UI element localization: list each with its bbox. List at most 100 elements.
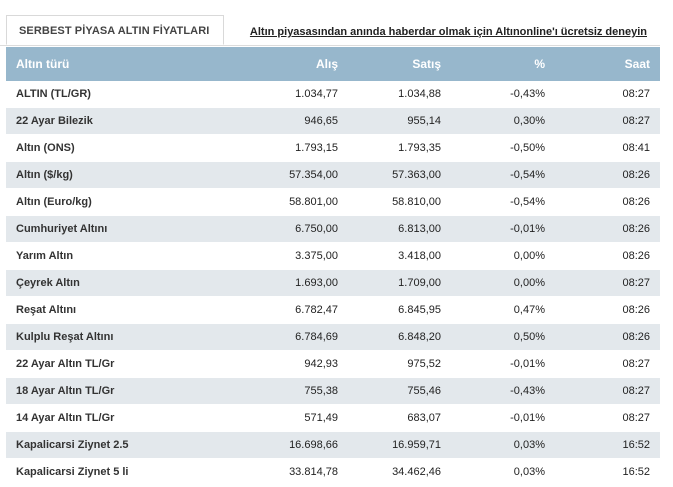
time-cell: 08:26	[555, 296, 660, 324]
gold-type-cell: 22 Ayar Bilezik	[6, 107, 196, 135]
sell-price-cell: 975,52	[348, 350, 451, 378]
percent-change-cell: 0,00%	[451, 242, 555, 270]
table-row: 22 Ayar Altın TL/Gr 942,93 975,52 -0,01%…	[6, 350, 660, 378]
sell-price-cell: 6.845,95	[348, 296, 451, 324]
table-row: 22 Ayar Bilezik 946,65 955,14 0,30% 08:2…	[6, 107, 660, 135]
table-row: 18 Ayar Altın TL/Gr 755,38 755,46 -0,43%…	[6, 377, 660, 405]
table-row: Çeyrek Altın 1.693,00 1.709,00 0,00% 08:…	[6, 269, 660, 297]
gold-type-cell: ALTIN (TL/GR)	[6, 81, 196, 108]
sell-price-cell: 6.848,20	[348, 323, 451, 351]
percent-change-cell: -0,54%	[451, 161, 555, 189]
percent-change-cell: 0,03%	[451, 431, 555, 459]
sell-price-cell: 16.959,71	[348, 431, 451, 459]
column-header-sell: Satış	[348, 47, 451, 81]
table-row: Kapalicarsi Ziynet 2.5 16.698,66 16.959,…	[6, 431, 660, 459]
time-cell: 08:27	[555, 377, 660, 405]
column-header-buy: Alış	[196, 47, 348, 81]
time-cell: 16:52	[555, 431, 660, 459]
sell-price-cell: 683,07	[348, 404, 451, 432]
table-row: ALTIN (TL/GR) 1.034,77 1.034,88 -0,43% 0…	[6, 81, 660, 108]
time-cell: 08:27	[555, 404, 660, 432]
table-row: Reşat Altını 6.782,47 6.845,95 0,47% 08:…	[6, 296, 660, 324]
table-header-row: Altın türü Alış Satış % Saat	[6, 47, 660, 81]
buy-price-cell: 946,65	[196, 107, 348, 135]
column-header-gold-type: Altın türü	[6, 47, 196, 81]
sell-price-cell: 57.363,00	[348, 161, 451, 189]
gold-prices-table: Altın türü Alış Satış % Saat ALTIN (TL/G…	[6, 47, 660, 486]
sell-price-cell: 1.793,35	[348, 134, 451, 162]
column-header-percent-change: %	[451, 47, 555, 81]
buy-price-cell: 3.375,00	[196, 242, 348, 270]
gold-type-cell: Yarım Altın	[6, 242, 196, 270]
percent-change-cell: 0,30%	[451, 107, 555, 135]
table-row: 14 Ayar Altın TL/Gr 571,49 683,07 -0,01%…	[6, 404, 660, 432]
sell-price-cell: 58.810,00	[348, 188, 451, 216]
buy-price-cell: 6.750,00	[196, 215, 348, 243]
percent-change-cell: -0,54%	[451, 188, 555, 216]
buy-price-cell: 1.034,77	[196, 81, 348, 108]
time-cell: 08:27	[555, 269, 660, 297]
table-row: Altın ($/kg) 57.354,00 57.363,00 -0,54% …	[6, 161, 660, 189]
gold-type-cell: Reşat Altını	[6, 296, 196, 324]
sell-price-cell: 1.709,00	[348, 269, 451, 297]
percent-change-cell: -0,01%	[451, 350, 555, 378]
time-cell: 08:27	[555, 107, 660, 135]
sell-price-cell: 34.462,46	[348, 458, 451, 486]
buy-price-cell: 33.814,78	[196, 458, 348, 486]
time-cell: 08:26	[555, 188, 660, 216]
time-cell: 08:26	[555, 215, 660, 243]
sell-price-cell: 755,46	[348, 377, 451, 405]
gold-type-cell: Kapalicarsi Ziynet 5 li	[6, 458, 196, 486]
gold-type-cell: Kapalicarsi Ziynet 2.5	[6, 431, 196, 459]
buy-price-cell: 755,38	[196, 377, 348, 405]
sell-price-cell: 3.418,00	[348, 242, 451, 270]
percent-change-cell: -0,43%	[451, 81, 555, 108]
percent-change-cell: -0,50%	[451, 134, 555, 162]
time-cell: 08:27	[555, 81, 660, 108]
gold-type-cell: 14 Ayar Altın TL/Gr	[6, 404, 196, 432]
tab-bar: SERBEST PİYASA ALTIN FİYATLARI Altın piy…	[0, 0, 660, 46]
time-cell: 16:52	[555, 458, 660, 486]
buy-price-cell: 1.793,15	[196, 134, 348, 162]
buy-price-cell: 1.693,00	[196, 269, 348, 297]
column-header-time: Saat	[555, 47, 660, 81]
table-row: Cumhuriyet Altını 6.750,00 6.813,00 -0,0…	[6, 215, 660, 243]
buy-price-cell: 571,49	[196, 404, 348, 432]
time-cell: 08:41	[555, 134, 660, 162]
percent-change-cell: 0,00%	[451, 269, 555, 297]
table-row: Yarım Altın 3.375,00 3.418,00 0,00% 08:2…	[6, 242, 660, 270]
time-cell: 08:27	[555, 350, 660, 378]
gold-type-cell: Cumhuriyet Altını	[6, 215, 196, 243]
buy-price-cell: 942,93	[196, 350, 348, 378]
sell-price-cell: 1.034,88	[348, 81, 451, 108]
table-row: Altın (Euro/kg) 58.801,00 58.810,00 -0,5…	[6, 188, 660, 216]
promo-link[interactable]: Altın piyasasından anında haberdar olmak…	[249, 26, 647, 38]
gold-type-cell: 18 Ayar Altın TL/Gr	[6, 377, 196, 405]
gold-type-cell: Kulplu Reşat Altını	[6, 323, 196, 351]
gold-type-cell: Altın (Euro/kg)	[6, 188, 196, 216]
gold-type-cell: 22 Ayar Altın TL/Gr	[6, 350, 196, 378]
buy-price-cell: 6.782,47	[196, 296, 348, 324]
sell-price-cell: 6.813,00	[348, 215, 451, 243]
time-cell: 08:26	[555, 323, 660, 351]
time-cell: 08:26	[555, 161, 660, 189]
percent-change-cell: 0,47%	[451, 296, 555, 324]
percent-change-cell: -0,01%	[451, 215, 555, 243]
time-cell: 08:26	[555, 242, 660, 270]
percent-change-cell: -0,01%	[451, 404, 555, 432]
percent-change-cell: 0,50%	[451, 323, 555, 351]
tab-free-market-gold-prices[interactable]: SERBEST PİYASA ALTIN FİYATLARI	[6, 15, 224, 45]
buy-price-cell: 58.801,00	[196, 188, 348, 216]
table-row: Altın (ONS) 1.793,15 1.793,35 -0,50% 08:…	[6, 134, 660, 162]
buy-price-cell: 6.784,69	[196, 323, 348, 351]
gold-type-cell: Altın ($/kg)	[6, 161, 196, 189]
table-row: Kapalicarsi Ziynet 5 li 33.814,78 34.462…	[6, 458, 660, 486]
gold-type-cell: Altın (ONS)	[6, 134, 196, 162]
percent-change-cell: 0,03%	[451, 458, 555, 486]
buy-price-cell: 16.698,66	[196, 431, 348, 459]
sell-price-cell: 955,14	[348, 107, 451, 135]
percent-change-cell: -0,43%	[451, 377, 555, 405]
table-row: Kulplu Reşat Altını 6.784,69 6.848,20 0,…	[6, 323, 660, 351]
buy-price-cell: 57.354,00	[196, 161, 348, 189]
